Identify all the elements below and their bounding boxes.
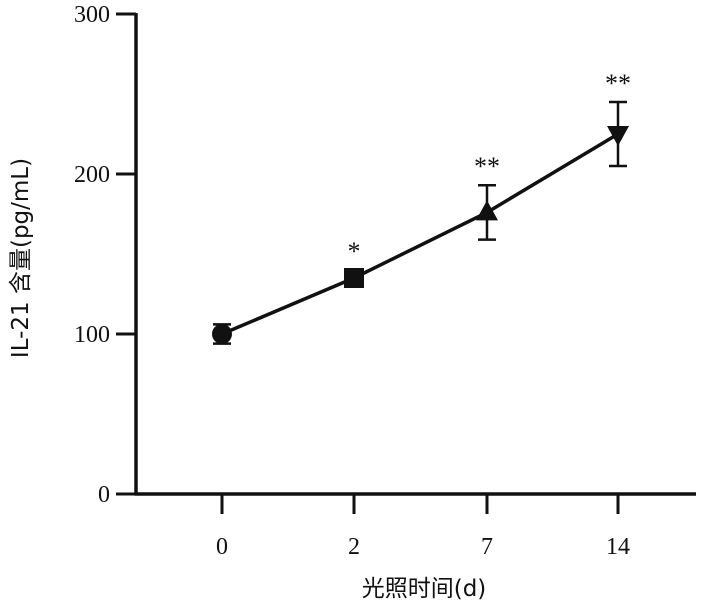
x-axis-title: 光照时间(d) (362, 576, 487, 602)
x-tick-label-1: 2 (348, 534, 360, 560)
data-point-1 (344, 268, 364, 288)
y-axis: 0 100 200 300 (74, 2, 138, 508)
x-tick-label-3: 14 (606, 534, 630, 560)
x-tick-label-0: 0 (216, 534, 228, 560)
data-point-3 (607, 126, 629, 146)
data-point-0 (212, 324, 232, 344)
y-axis-title: IL-21 含量(pg/mL) (8, 158, 34, 358)
significance-label-1: * (348, 237, 361, 266)
data-series: ***** (212, 69, 631, 345)
y-tick-label-0: 0 (98, 482, 110, 508)
data-point-2 (476, 200, 498, 221)
x-tick-label-2: 7 (481, 534, 493, 560)
y-tick-label-1: 100 (74, 322, 110, 348)
y-tick-label-3: 300 (74, 2, 110, 28)
y-tick-label-2: 200 (74, 162, 110, 188)
x-axis: 0 2 7 14 (134, 492, 696, 560)
series-line (221, 132, 619, 336)
significance-label-2: ** (474, 152, 500, 181)
significance-label-3: ** (605, 69, 631, 98)
